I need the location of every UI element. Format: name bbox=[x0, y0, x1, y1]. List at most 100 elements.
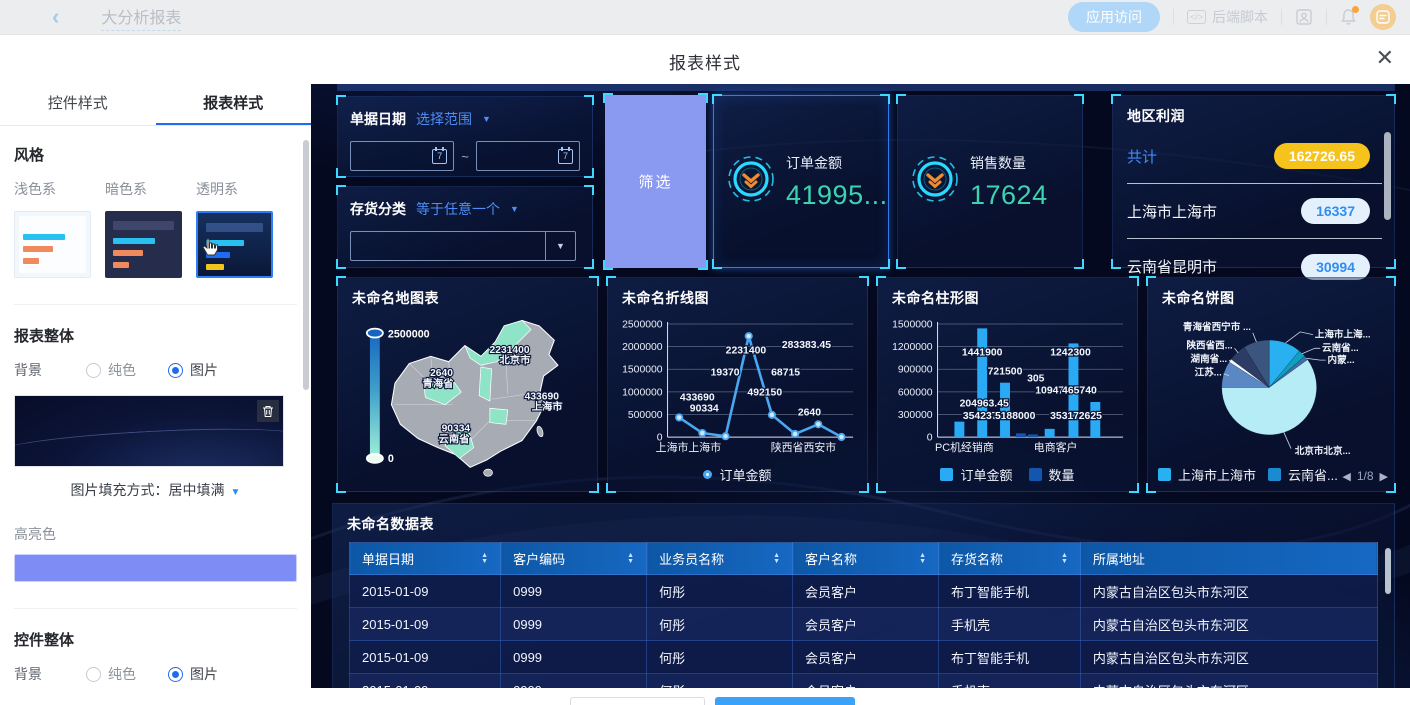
svg-text:354237: 354237 bbox=[963, 411, 998, 422]
sort-icon[interactable]: ▲ ▼ bbox=[773, 551, 781, 565]
delete-image-button[interactable] bbox=[257, 400, 279, 422]
radio-solid-color[interactable]: 纯色 bbox=[86, 664, 136, 684]
bar-chart-widget[interactable]: 未命名柱形图 0 300000 600000 900000 1200000 1500000… bbox=[876, 276, 1139, 493]
table-column-header[interactable]: 存货名称 ▲ ▼ bbox=[938, 542, 1081, 575]
image-fill-mode-dropdown[interactable]: 图片填充方式：居中填满 ▼ bbox=[14, 480, 297, 500]
radio-solid-color[interactable]: 纯色 bbox=[86, 360, 136, 380]
corner-bracket bbox=[876, 483, 886, 493]
bar-legend-item[interactable]: 数量 bbox=[1028, 465, 1075, 484]
kpi-sales-quantity-card[interactable]: 销售数量 17624 bbox=[896, 94, 1084, 269]
kpi-order-amount-card[interactable]: 订单金额 41995... bbox=[712, 94, 890, 269]
table-scrollbar[interactable] bbox=[1385, 548, 1391, 594]
svg-text:青海省: 青海省 bbox=[423, 377, 455, 390]
corner-bracket bbox=[1386, 259, 1396, 269]
date-filter-widget[interactable]: 单据日期 选择范围 ▼ 7 ~ 7 bbox=[336, 95, 594, 178]
corner-bracket bbox=[1129, 483, 1139, 493]
dark-theme-thumbnail[interactable] bbox=[105, 211, 182, 278]
kpi-label: 订单金额 bbox=[786, 154, 842, 171]
column-label: 所属地址 bbox=[1092, 552, 1145, 567]
table-column-header[interactable]: 客户名称 ▲ ▼ bbox=[792, 542, 940, 575]
svg-text:1500000: 1500000 bbox=[622, 365, 663, 376]
map-chart-widget[interactable]: 未命名地图表 2500000 0 2231400 北京市 2640 青海省 433690 上海… bbox=[336, 276, 599, 493]
table-cell: 会员客户 bbox=[792, 640, 940, 674]
id-card-icon[interactable] bbox=[1295, 8, 1313, 26]
backend-script-button[interactable]: </> 后端脚本 bbox=[1186, 7, 1268, 27]
legend-label: 上海市上海市 bbox=[1178, 468, 1257, 483]
region-list-scrollbar[interactable] bbox=[1384, 132, 1391, 220]
table-row[interactable]: 2015-01-09 0999 何彤 会员客户 布丁智能手机 内蒙古自治区包头市东河区 bbox=[348, 574, 1379, 608]
app-access-button[interactable]: 应用访问 bbox=[1067, 2, 1160, 32]
bar-chart-legend[interactable]: 订单金额 数量 bbox=[878, 465, 1137, 484]
corner-bracket bbox=[336, 276, 346, 286]
bar-chart[interactable]: 0 300000 600000 900000 1200000 1500000 PC机经销商 电… bbox=[882, 310, 1133, 463]
sort-icon[interactable]: ▲ ▼ bbox=[627, 551, 635, 565]
pie-legend-item[interactable]: 上海市上海市 bbox=[1158, 465, 1256, 484]
data-table-widget[interactable]: 未命名数据表 单据日期 ▲ ▼ 客户编码 ▲ ▼ 业务员名称 ▲ ▼ 客户名称 ▲ ▼ 存货名称 ▲ ▼ 所属… bbox=[332, 503, 1395, 688]
date-start-input[interactable]: 7 bbox=[350, 141, 455, 171]
region-value-badge: 162726.65 bbox=[1273, 143, 1370, 169]
svg-text:433690: 433690 bbox=[525, 391, 560, 402]
corner-bracket bbox=[603, 93, 613, 103]
date-end-input[interactable]: 7 bbox=[475, 141, 580, 171]
bar-legend-item[interactable]: 订单金额 bbox=[940, 465, 1013, 484]
highlight-color-swatch[interactable] bbox=[14, 554, 297, 582]
category-filter-widget[interactable]: 存货分类 等于任意一个 ▼ ▼ bbox=[336, 185, 594, 269]
table-cell: 会员客户 bbox=[792, 673, 940, 688]
corner-bracket bbox=[698, 260, 708, 270]
select-caret-icon: ▼ bbox=[545, 232, 575, 260]
pie-chart-widget[interactable]: 未命名饼图 上海市上海... 云南省... 内蒙... 北京市北京... 江苏... 湖南… bbox=[1146, 276, 1396, 493]
category-operator-dropdown[interactable]: 等于任意一个 bbox=[416, 201, 500, 217]
sort-icon[interactable]: ▲ ▼ bbox=[481, 551, 489, 565]
back-button[interactable]: ‹ bbox=[52, 4, 60, 29]
calendar-icon[interactable]: 7 bbox=[432, 147, 448, 164]
pager-next-icon[interactable]: ▶ bbox=[1379, 470, 1388, 483]
pie-chart[interactable]: 上海市上海... 云南省...内蒙... 北京市北京... 江苏... 湖南省... 陕西… bbox=[1150, 310, 1392, 465]
report-bg-image-preview[interactable] bbox=[14, 395, 284, 467]
column-label: 单据日期 bbox=[362, 552, 415, 567]
app-top-bar: ‹ 大分析报表 应用访问 </> 后端脚本 bbox=[0, 0, 1410, 35]
table-cell: 手机壳 bbox=[938, 607, 1081, 641]
line-legend-item[interactable]: 订单金额 bbox=[703, 465, 772, 484]
sort-icon[interactable]: ▲ ▼ bbox=[1060, 551, 1068, 565]
tab-report-style[interactable]: 报表样式 bbox=[155, 84, 311, 125]
radio-image[interactable]: 图片 bbox=[168, 664, 218, 684]
pie-legend-item[interactable]: 云南省... bbox=[1268, 465, 1338, 484]
filter-submit-button[interactable]: 筛选 bbox=[603, 93, 708, 270]
bell-icon[interactable] bbox=[1340, 6, 1359, 26]
light-theme-thumbnail[interactable] bbox=[14, 211, 91, 278]
line-chart[interactable]: 0 500000 1000000 1500000 2000000 2500000 上海市上海… bbox=[612, 310, 863, 463]
table-row[interactable]: 2015-01-09 0999 何彤 会员客户 布丁智能手机 内蒙古自治区包头市东河区 bbox=[348, 640, 1379, 674]
sidebar-scrollbar[interactable] bbox=[303, 140, 309, 390]
kpi-label: 销售数量 bbox=[970, 154, 1026, 171]
region-profit-row: 上海市上海市 16337 bbox=[1127, 184, 1382, 239]
table-column-header[interactable]: 客户编码 ▲ ▼ bbox=[500, 542, 648, 575]
line-chart-widget[interactable]: 未命名折线图 0 500000 1000000 1500000 2000000 25000… bbox=[606, 276, 869, 493]
solid-label: 纯色 bbox=[108, 666, 136, 682]
avatar[interactable] bbox=[1370, 4, 1396, 30]
region-profit-widget[interactable]: 地区利润 共计 162726.65 上海市上海市 16337 云南省昆明市 30… bbox=[1111, 94, 1396, 280]
sort-icon[interactable]: ▲ ▼ bbox=[919, 551, 927, 565]
radio-image[interactable]: 图片 bbox=[168, 360, 218, 380]
confirm-button[interactable] bbox=[715, 697, 855, 705]
hand-cursor-icon bbox=[200, 237, 220, 264]
table-column-header[interactable]: 单据日期 ▲ ▼ bbox=[348, 542, 502, 575]
legend-swatch-icon bbox=[940, 468, 954, 481]
pager-prev-icon[interactable]: ◀ bbox=[1342, 470, 1351, 483]
transparent-theme-thumbnail-selected[interactable] bbox=[196, 211, 273, 278]
region-profit-row: 云南省昆明市 30994 bbox=[1127, 239, 1382, 294]
calendar-icon[interactable]: 7 bbox=[558, 147, 573, 164]
divider bbox=[1281, 9, 1282, 25]
tab-widget-style[interactable]: 控件样式 bbox=[47, 95, 108, 112]
close-icon[interactable]: ✕ bbox=[1375, 45, 1394, 70]
data-table-title: 未命名数据表 bbox=[347, 516, 434, 532]
svg-text:1242300: 1242300 bbox=[1050, 348, 1091, 359]
date-range-dropdown[interactable]: 选择范围 bbox=[416, 111, 472, 127]
reset-button[interactable] bbox=[570, 697, 705, 705]
dialog-footer bbox=[0, 688, 1410, 705]
pie-chart-legend[interactable]: 上海市上海市 云南省... bbox=[1148, 465, 1394, 484]
table-column-header[interactable]: 业务员名称 ▲ ▼ bbox=[646, 542, 794, 575]
category-select[interactable]: ▼ bbox=[350, 231, 576, 261]
